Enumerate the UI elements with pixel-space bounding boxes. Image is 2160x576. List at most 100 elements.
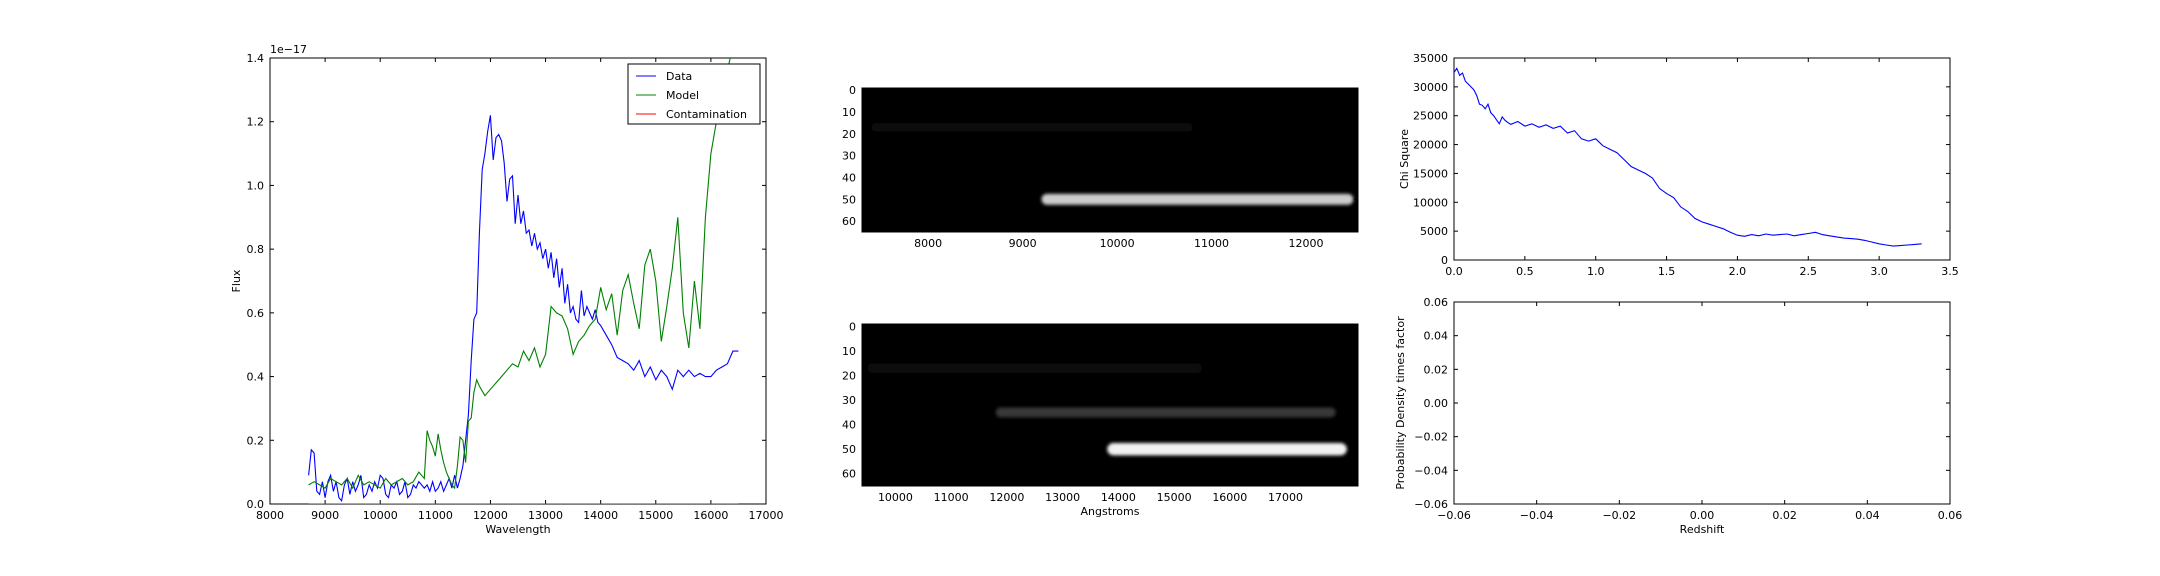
x-tick-label: 0.02 bbox=[1772, 509, 1797, 522]
y-tick-label: 0 bbox=[849, 320, 856, 333]
x-tick-label: 8000 bbox=[914, 237, 942, 250]
axes-frame bbox=[1453, 301, 1951, 505]
x-tick-label: 9000 bbox=[311, 509, 339, 522]
y-tick-label: 20000 bbox=[1413, 139, 1448, 152]
x-tick-label: 11000 bbox=[934, 491, 969, 504]
x-tick-label: 17000 bbox=[1268, 491, 1303, 504]
y-tick-label: 35000 bbox=[1413, 52, 1448, 65]
y-tick-label: 0 bbox=[1441, 254, 1448, 267]
y-tick-label: 40 bbox=[842, 171, 856, 184]
x-tick-label: 0.00 bbox=[1690, 509, 1715, 522]
x-tick-label: 15000 bbox=[1157, 491, 1192, 504]
y-tick-label: 0.6 bbox=[247, 307, 265, 320]
y-offset-text: 1e−17 bbox=[270, 43, 307, 56]
x-tick-label: 9000 bbox=[1009, 237, 1037, 250]
axes-frame bbox=[861, 323, 1359, 487]
y-tick-label: 0.02 bbox=[1424, 363, 1449, 376]
y-tick-label: 50 bbox=[842, 193, 856, 206]
x-tick-label: 3.0 bbox=[1870, 265, 1888, 278]
x-tick-label: 16000 bbox=[693, 509, 728, 522]
x-tick-label: −0.02 bbox=[1602, 509, 1636, 522]
axes-frame bbox=[269, 57, 767, 505]
spectral-trace bbox=[867, 363, 1202, 374]
y-tick-label: 5000 bbox=[1420, 225, 1448, 238]
y-tick-label: 25000 bbox=[1413, 110, 1448, 123]
y-tick-label: −0.02 bbox=[1414, 431, 1448, 444]
y-tick-label: 30 bbox=[842, 150, 856, 163]
x-tick-label: 3.5 bbox=[1941, 265, 1959, 278]
y-tick-label: 20 bbox=[842, 370, 856, 383]
x-tick-label: 10000 bbox=[1100, 237, 1135, 250]
y-tick-label: 50 bbox=[842, 443, 856, 456]
y-tick-label: 60 bbox=[842, 468, 856, 481]
y-tick-label: −0.06 bbox=[1414, 498, 1448, 511]
x-tick-label: −0.04 bbox=[1520, 509, 1554, 522]
y-tick-label: 0.04 bbox=[1424, 330, 1449, 343]
series-line-0 bbox=[1453, 67, 1922, 247]
x-axis-label: Redshift bbox=[1680, 523, 1725, 536]
direct-image-plot: 8000 9000 10000 11000 12000 0 10 20 30 40 50 60 bbox=[842, 84, 1359, 250]
y-tick-label: 0 bbox=[849, 84, 856, 97]
y-tick-label: 15000 bbox=[1413, 167, 1448, 180]
y-tick-label: 0.2 bbox=[247, 434, 265, 447]
y-tick-label: 1.4 bbox=[247, 52, 265, 65]
x-tick-label: 17000 bbox=[749, 509, 784, 522]
y-tick-label: 0.8 bbox=[247, 243, 265, 256]
spectrum-plot: 8000 9000 10000 11000 12000 13000 14000 15000 16… bbox=[230, 43, 784, 536]
series-line-data bbox=[308, 115, 739, 503]
spectral-trace bbox=[995, 407, 1336, 418]
x-tick-label: 12000 bbox=[1289, 237, 1324, 250]
y-tick-label: 30 bbox=[842, 394, 856, 407]
dispersed-image-plot: 10000 11000 12000 13000 14000 15000 16000 17000… bbox=[842, 320, 1359, 518]
x-tick-label: 15000 bbox=[638, 509, 673, 522]
y-axis-label: Flux bbox=[230, 269, 243, 292]
x-tick-label: 13000 bbox=[528, 509, 563, 522]
y-tick-label: −0.04 bbox=[1414, 464, 1448, 477]
axes-frame bbox=[1453, 57, 1951, 261]
y-tick-label: 1.2 bbox=[247, 116, 265, 129]
y-tick-label: 10 bbox=[842, 106, 856, 119]
x-tick-label: 0.5 bbox=[1516, 265, 1534, 278]
x-tick-label: 11000 bbox=[418, 509, 453, 522]
y-tick-label: 60 bbox=[842, 215, 856, 228]
x-tick-label: 0.06 bbox=[1938, 509, 1963, 522]
y-tick-label: 0.00 bbox=[1424, 397, 1449, 410]
y-tick-label: 0.0 bbox=[247, 498, 265, 511]
y-tick-label: 0.4 bbox=[247, 371, 265, 384]
legend-entry: Model bbox=[666, 89, 699, 102]
x-tick-label: 14000 bbox=[583, 509, 618, 522]
legend-entry: Contamination bbox=[666, 108, 747, 121]
x-tick-label: 10000 bbox=[878, 491, 913, 504]
spectral-trace bbox=[1107, 443, 1347, 456]
x-tick-label: 12000 bbox=[473, 509, 508, 522]
x-tick-label: 14000 bbox=[1101, 491, 1136, 504]
image-background bbox=[862, 88, 1358, 232]
y-axis-label: Probability Density times factor bbox=[1394, 316, 1407, 490]
legend: Data Model Contamination bbox=[627, 63, 761, 125]
series-group bbox=[308, 58, 739, 504]
chi-square-plot: 0.0 0.5 1.0 1.5 2.0 2.5 3.0 3.5 0 5000 10000 15000 2… bbox=[1398, 52, 1959, 278]
y-tick-label: 10 bbox=[842, 345, 856, 358]
x-tick-label: 1.0 bbox=[1587, 265, 1605, 278]
x-tick-label: 1.5 bbox=[1658, 265, 1676, 278]
spectral-trace bbox=[871, 122, 1193, 132]
y-axis-label: Chi Square bbox=[1398, 129, 1411, 189]
x-tick-label: 13000 bbox=[1045, 491, 1080, 504]
y-tick-label: 20 bbox=[842, 128, 856, 141]
x-tick-label: 0.0 bbox=[1445, 265, 1463, 278]
y-tick-label: 1.0 bbox=[247, 179, 265, 192]
x-tick-label: 0.04 bbox=[1855, 509, 1880, 522]
spectral-trace bbox=[1041, 193, 1354, 205]
y-tick-label: 40 bbox=[842, 419, 856, 432]
legend-entry: Data bbox=[666, 70, 692, 83]
x-tick-label: −0.06 bbox=[1437, 509, 1471, 522]
x-tick-label: 10000 bbox=[363, 509, 398, 522]
y-tick-label: 0.06 bbox=[1424, 296, 1449, 309]
x-tick-label: 12000 bbox=[989, 491, 1024, 504]
x-axis-label: Angstroms bbox=[1081, 505, 1140, 518]
x-axis-label: Wavelength bbox=[485, 523, 550, 536]
axes-frame bbox=[861, 87, 1359, 233]
x-tick-label: 2.5 bbox=[1800, 265, 1818, 278]
x-tick-label: 8000 bbox=[256, 509, 284, 522]
